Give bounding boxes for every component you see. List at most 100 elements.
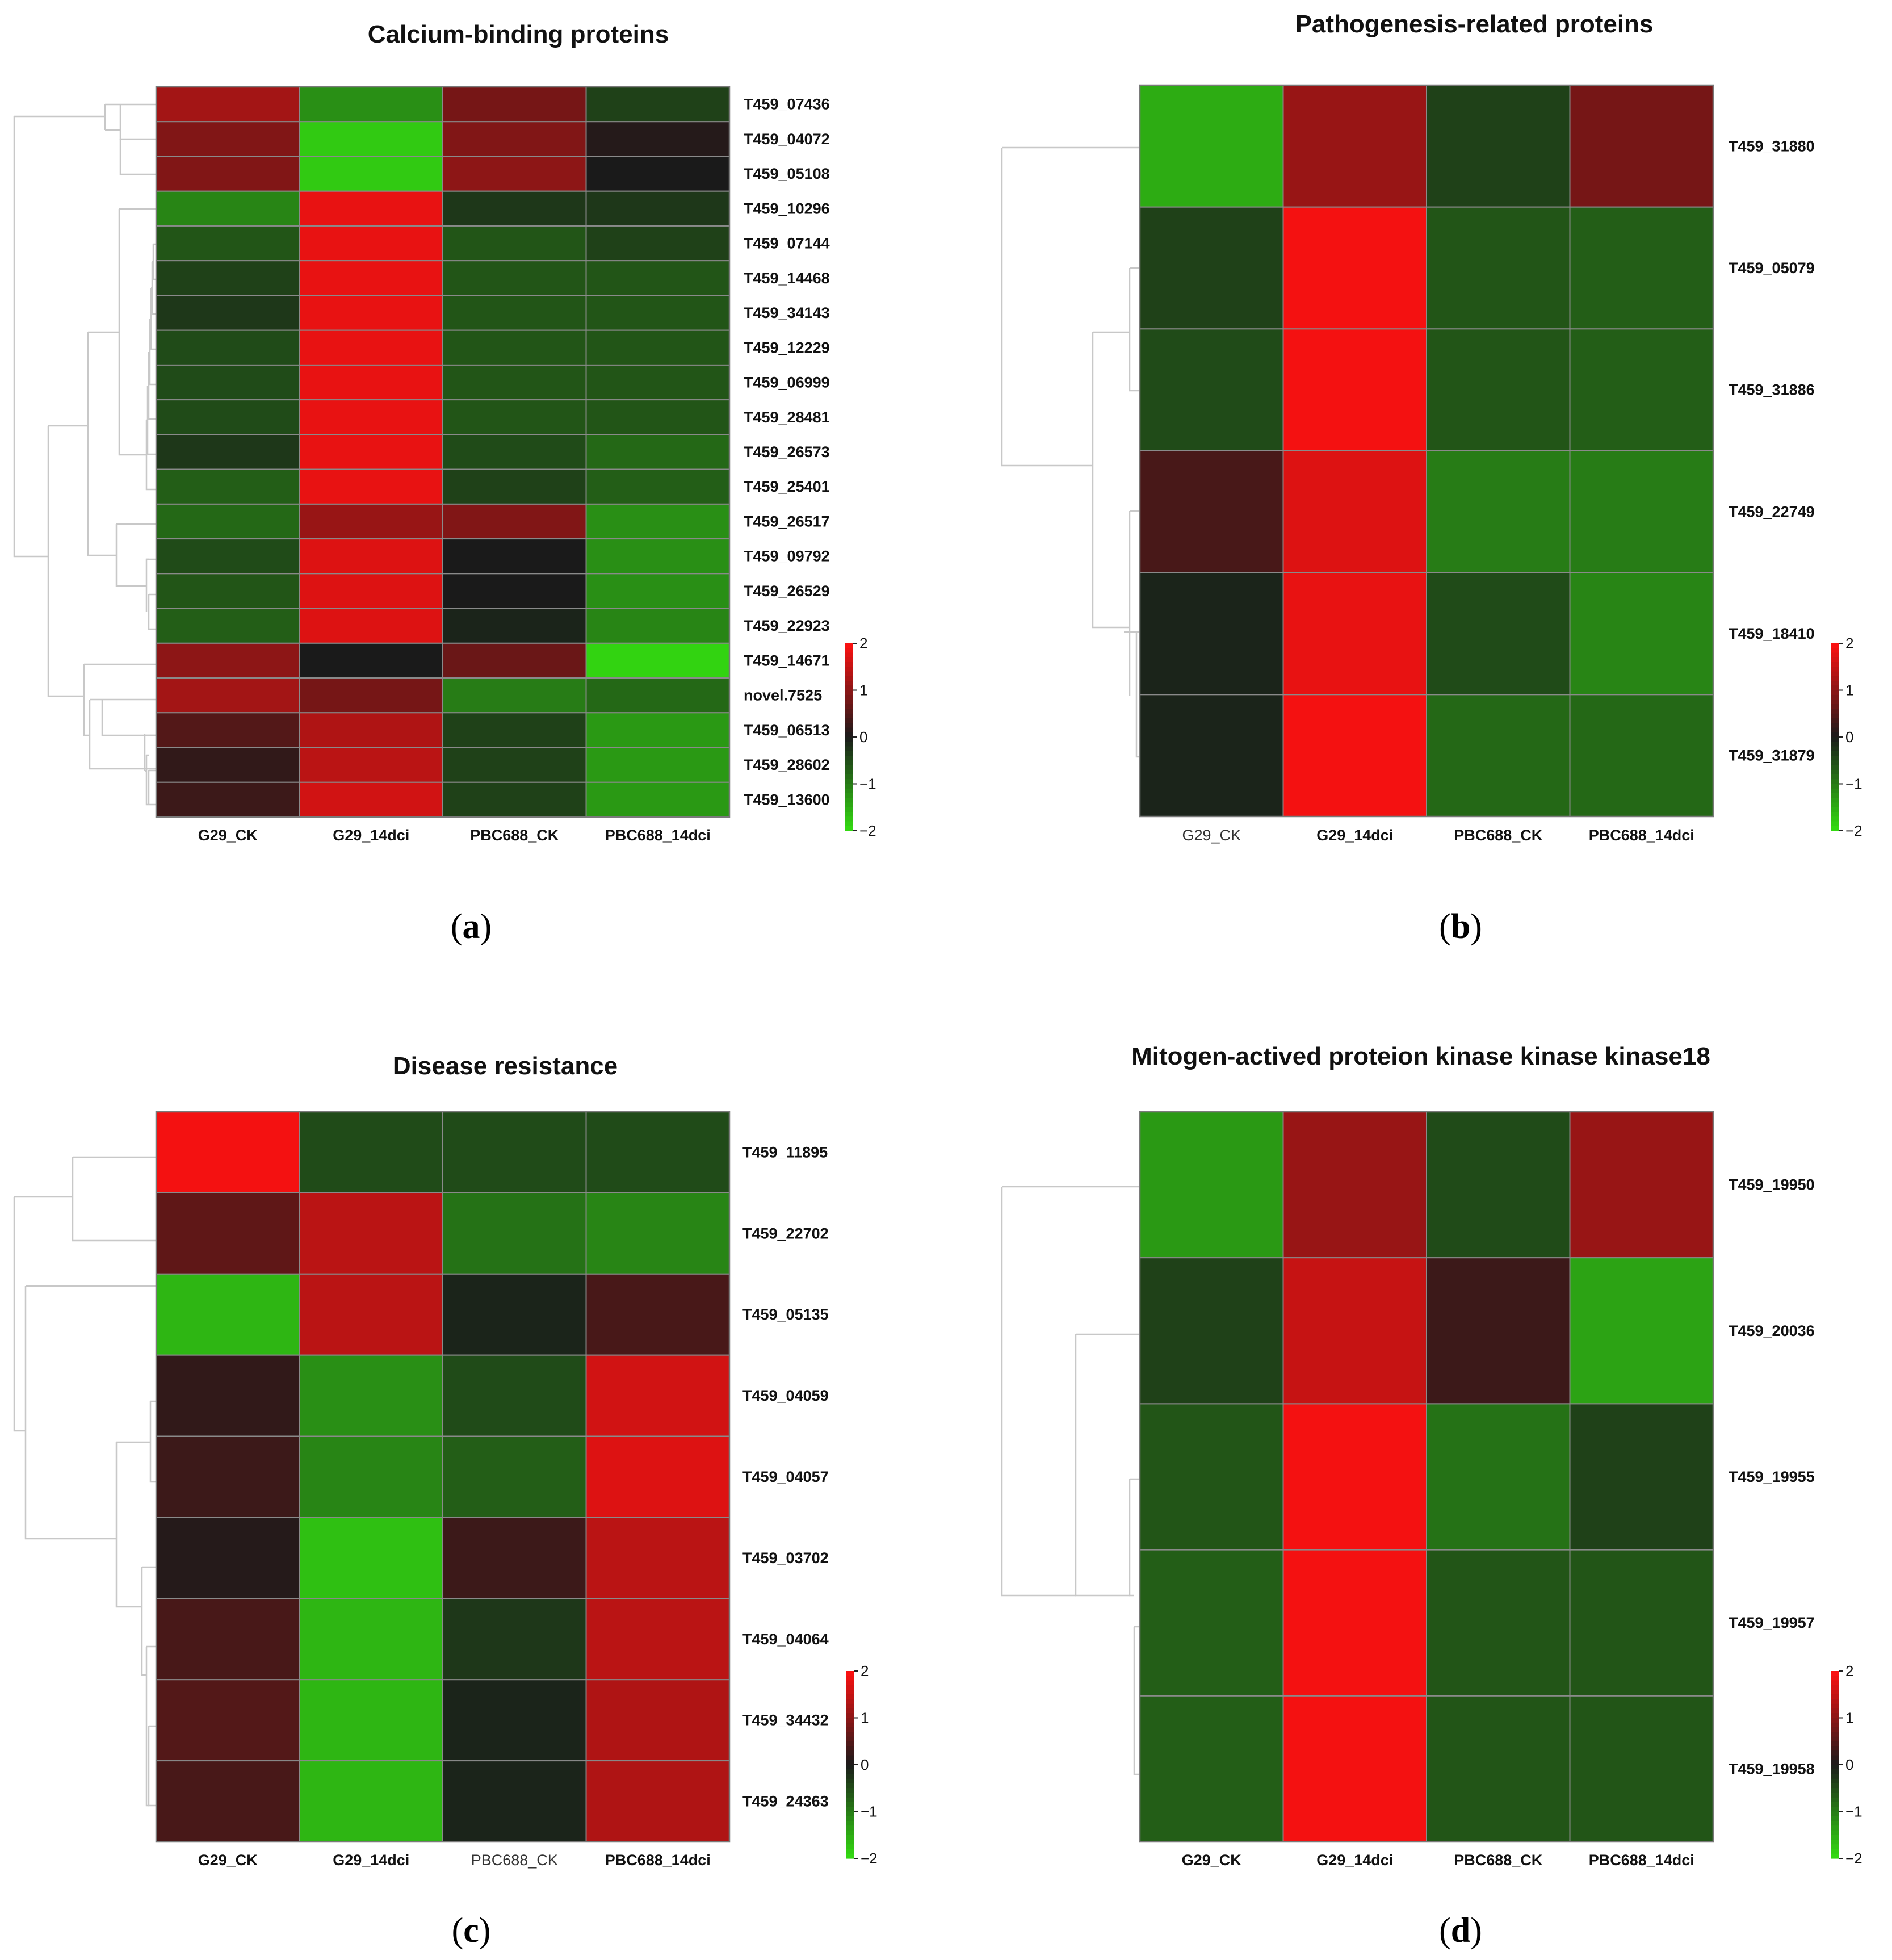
heatmap-cell bbox=[1426, 206, 1571, 330]
row-label: T459_19957 bbox=[1729, 1614, 1815, 1631]
color-key-segment bbox=[1831, 718, 1839, 723]
heatmap-cell bbox=[585, 642, 730, 679]
color-key-segment bbox=[1831, 1685, 1839, 1690]
color-key-segment bbox=[1831, 1816, 1839, 1821]
row-label: T459_12229 bbox=[744, 339, 830, 356]
row-label: T459_22749 bbox=[1729, 503, 1815, 520]
panel-d-mapkkk18: Mitogen-actived proteion kinase kinase k… bbox=[1001, 1042, 1862, 1950]
heatmap-cell bbox=[585, 121, 730, 157]
panel-a-row-labels: T459_07436 T459_04072 T459_05108 T459_10296… bbox=[744, 96, 830, 809]
color-key-segment bbox=[846, 1830, 854, 1836]
heatmap-cell bbox=[156, 364, 300, 401]
heatmap-cell bbox=[156, 538, 300, 575]
color-key-segment bbox=[1831, 681, 1839, 686]
color-key-segment bbox=[1831, 1778, 1839, 1784]
panel-a-calcium-binding-proteins: Calcium-binding proteins bbox=[13, 20, 876, 946]
color-key-segment bbox=[1831, 1680, 1839, 1686]
column-label: G29_CK bbox=[198, 1852, 258, 1869]
color-key-segment bbox=[845, 643, 853, 648]
color-key-segment bbox=[1831, 756, 1839, 761]
color-key-segment bbox=[1831, 1736, 1839, 1742]
heatmap-cell bbox=[1139, 1695, 1284, 1843]
color-key-segment bbox=[845, 667, 853, 672]
panel-a-color-key: 2 1 0 −1 −2 bbox=[845, 635, 876, 839]
heatmap-cell bbox=[156, 434, 300, 470]
heatmap-cell bbox=[1282, 1695, 1427, 1843]
heatmap-cell bbox=[156, 260, 300, 296]
heatmap-cell bbox=[585, 190, 730, 227]
row-label: T459_26529 bbox=[744, 583, 830, 600]
heatmap-border bbox=[1139, 84, 1714, 818]
color-key-segment bbox=[846, 1821, 854, 1826]
color-key-segment bbox=[1831, 709, 1839, 714]
color-key-segment bbox=[1831, 1727, 1839, 1732]
heatmap-cell bbox=[156, 608, 300, 644]
heatmap-cell bbox=[442, 503, 587, 540]
heatmap-cell bbox=[1426, 694, 1571, 817]
heatmap-cell bbox=[1139, 1549, 1284, 1697]
color-key-segment bbox=[1831, 1690, 1839, 1695]
color-key-segment bbox=[1831, 737, 1839, 742]
color-key-segment bbox=[1831, 746, 1839, 752]
color-key-segment bbox=[1831, 657, 1839, 663]
panel-c-caption: (c) bbox=[452, 1911, 491, 1950]
panel-a-dendrogram bbox=[13, 103, 156, 806]
column-label: G29_14dci bbox=[1316, 1852, 1393, 1869]
color-key-segment bbox=[845, 671, 853, 677]
panel-b-dendrogram bbox=[1001, 146, 1147, 758]
color-key-segment bbox=[1831, 667, 1839, 672]
color-key-segment bbox=[846, 1750, 854, 1756]
heatmap-cell bbox=[585, 747, 730, 783]
color-key-segment bbox=[846, 1722, 854, 1728]
color-key-segment bbox=[1831, 1732, 1839, 1737]
color-key-segment bbox=[845, 704, 853, 710]
heatmap-cell bbox=[156, 1273, 300, 1356]
color-key-tick-label: −1 bbox=[859, 776, 876, 793]
heatmap-cell bbox=[1282, 85, 1427, 208]
heatmap-cell bbox=[1569, 572, 1714, 696]
color-key-tick-label: −2 bbox=[859, 822, 876, 839]
heatmap-cell bbox=[1282, 450, 1427, 573]
color-key-segment bbox=[845, 788, 853, 794]
color-key-segment bbox=[845, 793, 853, 798]
color-key-segment bbox=[1831, 690, 1839, 696]
color-key-segment bbox=[1831, 774, 1839, 780]
heatmap-cell bbox=[585, 225, 730, 262]
heatmap-cell bbox=[585, 260, 730, 296]
color-key-segment bbox=[1831, 1840, 1839, 1845]
row-label: T459_28481 bbox=[744, 409, 830, 426]
column-label: G29_14dci bbox=[333, 1852, 409, 1869]
heatmap-cell bbox=[442, 573, 587, 609]
color-key-segment bbox=[1831, 713, 1839, 719]
heatmap-cell bbox=[299, 434, 443, 470]
row-label: T459_05135 bbox=[742, 1306, 829, 1323]
heatmap-cell bbox=[442, 399, 587, 435]
heatmap-cell bbox=[1282, 1403, 1427, 1551]
color-key-segment bbox=[846, 1783, 854, 1789]
color-key-segment bbox=[1831, 1708, 1839, 1714]
color-key-segment bbox=[1831, 1694, 1839, 1700]
heatmap-cell bbox=[585, 295, 730, 331]
column-label: G29_CK bbox=[198, 827, 258, 844]
row-label: novel.7525 bbox=[744, 687, 822, 704]
column-label: PBC688_14dci bbox=[605, 1852, 711, 1869]
heatmap-cell bbox=[585, 1354, 730, 1437]
heatmap-cell bbox=[1569, 1549, 1714, 1697]
heatmap-cell bbox=[1139, 1257, 1284, 1405]
color-key-segment bbox=[845, 718, 853, 723]
row-label: T459_09792 bbox=[744, 548, 830, 565]
row-label: T459_07436 bbox=[744, 96, 830, 113]
row-label: T459_19950 bbox=[1729, 1176, 1815, 1193]
panel-b-caption-letter: b bbox=[1451, 907, 1470, 946]
color-key-tick-label: 0 bbox=[861, 1756, 869, 1773]
panel-a-heatmap-grid bbox=[155, 86, 731, 818]
color-key-tick-label: 0 bbox=[1845, 1756, 1853, 1773]
column-label: PBC688_CK bbox=[1454, 827, 1543, 844]
heatmap-cell bbox=[299, 1192, 443, 1275]
color-key-segment bbox=[845, 727, 853, 733]
panel-c-caption-letter: c bbox=[463, 1911, 479, 1950]
heatmap-cell bbox=[299, 1273, 443, 1356]
color-key-segment bbox=[1831, 1703, 1839, 1709]
color-key-segment bbox=[845, 798, 853, 803]
heatmap-cell bbox=[156, 121, 300, 157]
